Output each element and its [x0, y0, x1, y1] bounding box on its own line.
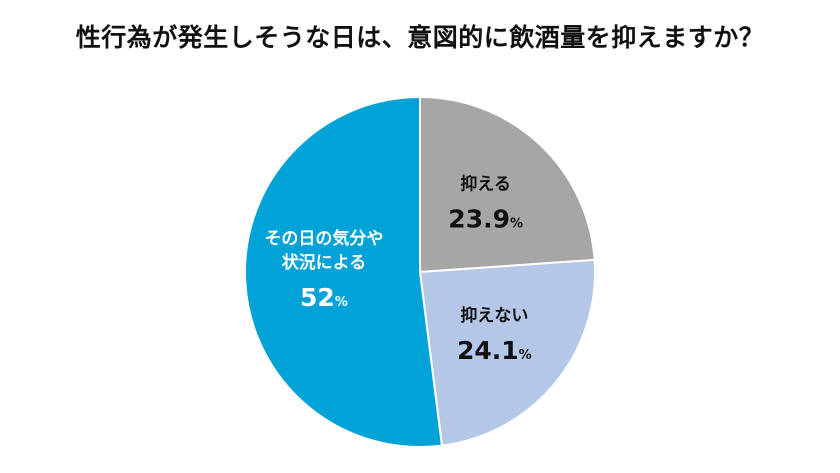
pie-slice [419, 95, 596, 274]
slice-unit: % [510, 217, 523, 232]
slice-label: その日の気分や [264, 228, 383, 249]
slice-unit: % [519, 348, 532, 363]
slice-label: 抑える [460, 174, 511, 195]
slice-label: 状況による [282, 252, 367, 273]
slice-unit: % [335, 295, 348, 310]
slice-value: 23.9% [448, 205, 523, 234]
pie-slice [418, 258, 596, 447]
pie-slices [243, 95, 596, 448]
chart-title: 性行為が発生しそうな日は、意図的に飲酒量を抑えますか？ [75, 23, 765, 52]
slice-label: 抑えない [460, 305, 528, 326]
pie-slice [243, 95, 444, 448]
